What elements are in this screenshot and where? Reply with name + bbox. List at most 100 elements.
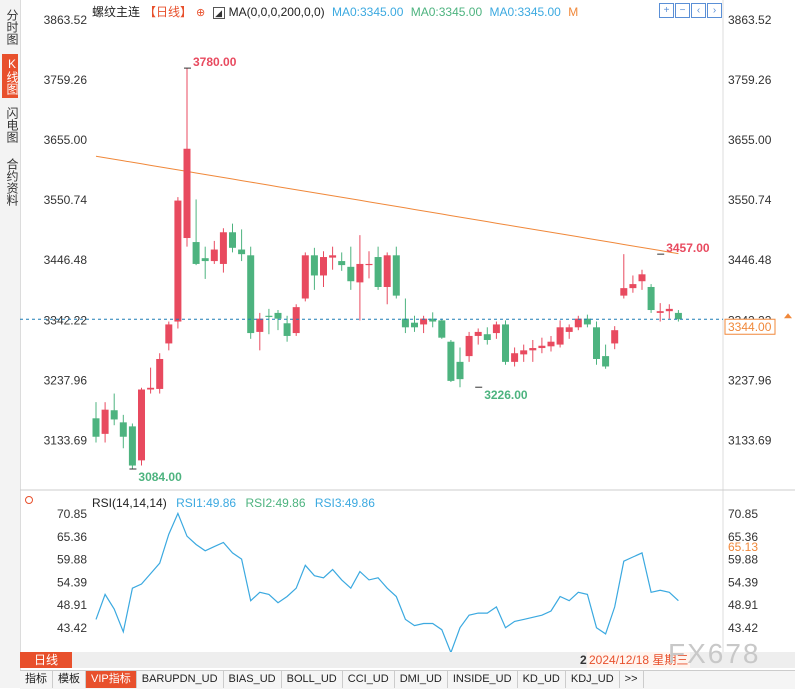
candle-body — [565, 327, 573, 332]
tab-inside[interactable]: INSIDE_UD — [448, 671, 518, 688]
rsi-last-label: 65.13 — [728, 540, 758, 554]
candle-body — [456, 361, 464, 380]
candle-body — [128, 426, 136, 466]
candle-body — [538, 345, 546, 349]
candle-body — [411, 322, 418, 328]
candle-body — [502, 324, 509, 362]
tab-barupdn[interactable]: BARUPDN_UD — [137, 671, 224, 688]
last-price-label: 3344.00 — [728, 320, 772, 334]
tab-contract-info[interactable]: 合约资料 — [5, 158, 19, 206]
date-tag: 2024/12/18 星期三 — [587, 652, 691, 668]
candle-body — [656, 311, 664, 313]
rsi-tick-right: 59.88 — [728, 553, 758, 567]
candle-body — [492, 324, 500, 334]
extreme-label: 3226.00 — [484, 388, 528, 402]
tab-dmi[interactable]: DMI_UD — [395, 671, 448, 688]
candle-body — [593, 327, 600, 359]
price-tick-right: 3133.69 — [728, 433, 772, 447]
period-badge[interactable]: 日线 — [20, 652, 72, 668]
tab-time-sharing[interactable]: 分时图 — [5, 9, 19, 45]
candle-body — [183, 148, 191, 239]
candle-body — [301, 255, 309, 299]
candle-body — [611, 330, 619, 344]
period-label[interactable]: 【日线】 — [144, 5, 193, 19]
price-tick-right: 3759.26 — [728, 73, 772, 87]
ma-icon: ◢ — [212, 7, 225, 19]
candle-body — [274, 312, 282, 319]
candle-body — [320, 257, 327, 276]
rsi-tick-right: 54.39 — [728, 575, 758, 589]
last-price-arrow-icon — [784, 313, 792, 319]
candle-body — [447, 341, 455, 381]
last-price-box — [724, 318, 776, 335]
candle-body — [465, 335, 473, 357]
price-tick-left: 3863.52 — [44, 13, 88, 27]
extreme-label: 3780.00 — [193, 55, 237, 69]
tab-bias[interactable]: BIAS_UD — [224, 671, 282, 688]
price-tick-right: 3550.74 — [728, 193, 772, 207]
candle-body — [511, 353, 519, 362]
candle-body — [383, 255, 391, 287]
tab-boll[interactable]: BOLL_UD — [282, 671, 343, 688]
tab-vip-indicators[interactable]: VIP指标 — [86, 671, 137, 688]
rsi-tick-right: 65.36 — [728, 530, 758, 544]
rsi-tick-left: 48.91 — [57, 598, 87, 612]
candle-body — [256, 318, 264, 332]
candle-body — [474, 331, 482, 336]
rsi-name: RSI(14,14,14) — [92, 496, 167, 510]
candle-body — [674, 312, 682, 320]
rsi-line — [95, 511, 679, 655]
candle-body — [265, 315, 273, 317]
tab-kdj[interactable]: KDJ_UD — [566, 671, 620, 688]
candle-body — [665, 308, 673, 312]
ma-value-3: MA0:3345.00 — [489, 5, 561, 19]
rsi-tick-left: 43.42 — [57, 621, 87, 635]
rsi-tick-left: 54.39 — [57, 575, 87, 589]
move-right-icon[interactable]: › — [707, 3, 722, 18]
candle-body — [365, 263, 373, 266]
candle-body — [438, 320, 446, 338]
zoom-out-icon[interactable]: − — [675, 3, 690, 18]
move-left-icon[interactable]: ‹ — [691, 3, 706, 18]
ma-extra: M — [568, 5, 579, 19]
candle-body — [292, 307, 300, 334]
candle-body — [602, 356, 610, 367]
tab-lightning[interactable]: 闪电图 — [5, 107, 19, 143]
tab-kd[interactable]: KD_UD — [518, 671, 566, 688]
rsi-tick-right: 43.42 — [728, 621, 758, 635]
chart-toolbar: + − ‹ › — [659, 0, 725, 18]
price-tick-left: 3759.26 — [44, 73, 88, 87]
candle-body — [165, 324, 173, 344]
candle-body — [574, 318, 582, 328]
price-tick-left: 3655.00 — [44, 133, 88, 147]
candle-body — [138, 389, 145, 461]
candle-body — [119, 422, 127, 437]
settings-icon[interactable]: ⊕ — [196, 7, 206, 19]
tab-indicators[interactable]: 指标 — [20, 671, 53, 688]
candle-body — [201, 258, 209, 262]
candle-body — [101, 409, 109, 434]
candle-body — [210, 249, 218, 262]
candle-body — [647, 286, 655, 311]
candle-body — [92, 418, 100, 437]
candle-body — [374, 257, 382, 287]
watermark: FX678 — [668, 638, 761, 669]
tab-templates[interactable]: 模板 — [53, 671, 86, 688]
candle-body — [420, 318, 428, 325]
rsi-tick-left: 70.85 — [57, 507, 87, 521]
tab-kline[interactable]: K线图 — [2, 54, 19, 98]
candle-body — [147, 387, 155, 390]
tab-cci[interactable]: CCI_UD — [343, 671, 395, 688]
sun-icon[interactable] — [25, 496, 33, 504]
candle-body — [283, 323, 291, 336]
indicator-tabs: 指标 模板 VIP指标 BARUPDN_UD BIAS_UD BOLL_UD CCI_UD D… — [20, 670, 795, 689]
tab-more[interactable]: >> — [620, 671, 644, 688]
candle-body — [310, 255, 318, 276]
candle-body — [520, 350, 528, 355]
candle-body — [174, 200, 182, 322]
ma-value-2: MA0:3345.00 — [410, 5, 483, 19]
zoom-in-icon[interactable]: + — [659, 3, 674, 18]
candle-body — [156, 358, 164, 389]
price-tick-right: 3863.52 — [728, 13, 772, 27]
